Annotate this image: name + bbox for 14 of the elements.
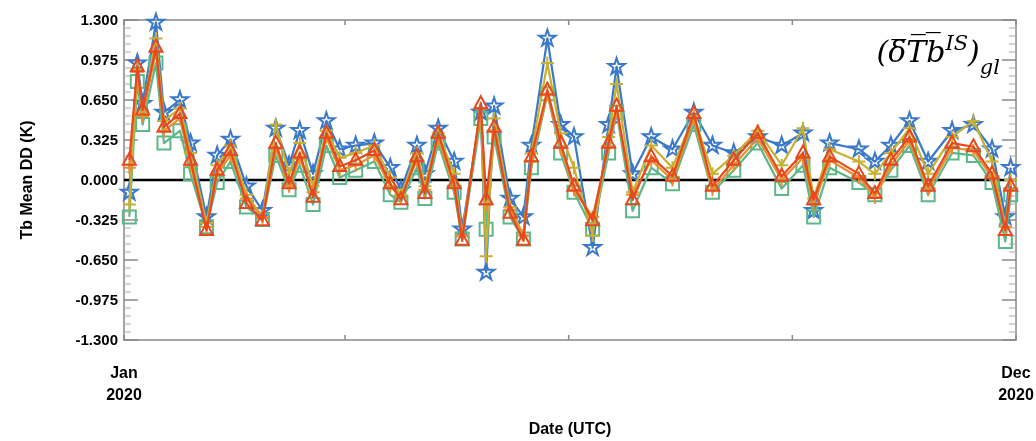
y-tick-label: 0.650 — [80, 91, 118, 109]
x-tick-label: Jan 2020 — [106, 364, 142, 403]
y-axis-title: Tb Mean DD (K) — [18, 120, 35, 240]
x-tick-label: Dec 2020 — [998, 364, 1034, 403]
y-tick-label: 0.325 — [80, 131, 118, 149]
y-tick-label: -0.975 — [75, 291, 118, 309]
y-tick-label: -1.300 — [75, 331, 118, 349]
y-tick-label: 1.300 — [80, 11, 118, 29]
annotation: (δ̅T̅b̅$^{IS}$)$_{gl}$ — [876, 31, 1000, 79]
y-tick-label: 0.000 — [80, 171, 118, 189]
y-tick-label: 0.975 — [80, 51, 118, 69]
y-tick-label: -0.325 — [75, 211, 118, 229]
x-axis-title: Date (UTC) — [528, 420, 612, 437]
y-tick-label: -0.650 — [75, 251, 118, 269]
